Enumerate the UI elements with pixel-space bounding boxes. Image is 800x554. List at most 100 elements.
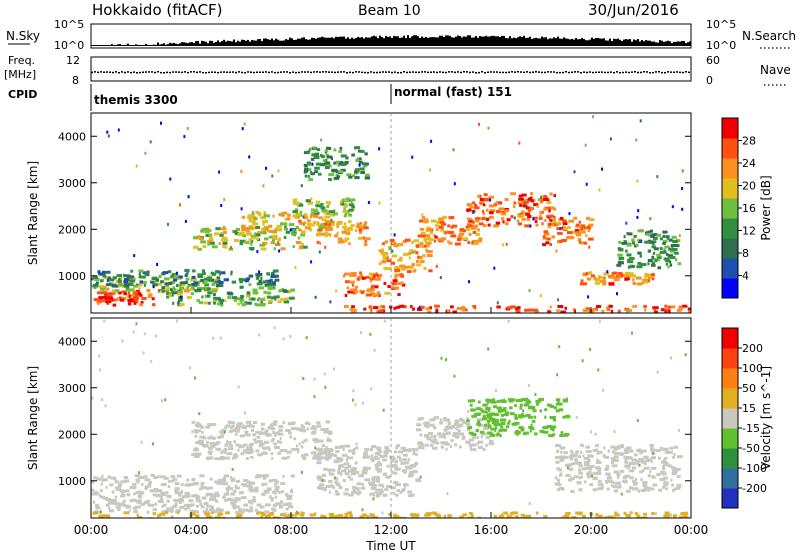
power-cell (315, 208, 318, 212)
power-cell (329, 210, 335, 214)
power-cell (340, 221, 343, 225)
power-cell (316, 204, 322, 208)
velocity-cell (263, 489, 269, 493)
velocity-cell (332, 485, 335, 489)
nsky-right-tick-bottom: 10^0 (706, 39, 736, 52)
power-cell (116, 297, 120, 301)
velocity-cell (385, 475, 391, 479)
velocity-cell (477, 442, 479, 446)
nsky-bar (121, 45, 123, 46)
power-cell (621, 241, 628, 245)
power-cell (495, 221, 501, 225)
velocity-cell (303, 453, 309, 457)
velocity-cell (390, 459, 394, 463)
velocity-cell (535, 511, 539, 515)
velocity-cell (487, 347, 490, 351)
power-cell (631, 238, 635, 242)
velocity-cell (671, 483, 675, 487)
power-cell (388, 245, 392, 249)
velocity-cell (166, 508, 171, 512)
freq-point (304, 71, 306, 73)
nsky-bar (105, 45, 107, 46)
power-cell (171, 273, 176, 277)
freq-point (628, 71, 630, 74)
power-cell (370, 310, 373, 313)
velocity-cell (546, 425, 552, 428)
power-cell (379, 305, 384, 309)
power-cell (292, 214, 299, 218)
velocity-cell (250, 501, 253, 505)
velocity-cell (535, 402, 540, 406)
freq-point (535, 71, 537, 73)
freq-point (676, 71, 678, 73)
power-cell (198, 280, 201, 284)
power-cell (131, 277, 137, 281)
velocity-cell (559, 434, 565, 438)
power-cell (677, 262, 682, 266)
power-cell (642, 278, 645, 282)
power-cell (322, 159, 327, 163)
power-cell (546, 201, 552, 205)
velocity-cell (543, 515, 548, 518)
nsky-bar (513, 37, 515, 46)
velocity-cell (329, 484, 334, 488)
power-cell (198, 301, 204, 305)
velocity-cell (472, 443, 477, 447)
power-cell (360, 291, 365, 294)
velocity-cell (409, 471, 414, 474)
velocity-cell (328, 490, 331, 494)
power-cell (272, 269, 277, 273)
velocity-cell (255, 475, 259, 479)
velocity-cell (336, 456, 341, 460)
velocity-cell (212, 436, 216, 440)
colorbar-tick-label: 12 (742, 225, 756, 238)
velocity-cell (518, 415, 524, 419)
power-cell (355, 146, 360, 150)
power-cell (313, 156, 320, 159)
velocity-cell (597, 467, 602, 471)
nsky-bar (573, 39, 575, 46)
freq-point (358, 71, 360, 73)
power-cell (341, 230, 347, 234)
velocity-cell (253, 421, 258, 425)
velocity-cell (500, 513, 504, 517)
power-cell (177, 283, 182, 287)
power-cell (478, 237, 483, 241)
velocity-cell (499, 434, 502, 438)
power-cell (671, 235, 677, 239)
power-cell (390, 261, 395, 265)
velocity-cell (605, 472, 611, 476)
velocity-cell (372, 475, 378, 479)
velocity-cell (308, 422, 311, 426)
velocity-cell (394, 515, 400, 518)
velocity-cell (356, 492, 360, 496)
velocity-cell (295, 427, 298, 431)
velocity-cell (97, 492, 100, 496)
power-cell (674, 251, 679, 255)
velocity-cell (175, 510, 178, 514)
velocity-cell (216, 494, 220, 498)
power-cell (303, 213, 308, 217)
power-cell (587, 229, 591, 233)
nsky-bar (663, 41, 665, 46)
velocity-cell (268, 479, 272, 483)
power-cell (477, 228, 480, 232)
power-cell (493, 266, 496, 270)
power-cell (129, 275, 135, 279)
velocity-cell (639, 470, 643, 474)
power-cell (659, 250, 666, 254)
velocity-cell (470, 514, 474, 518)
power-cell (191, 285, 194, 289)
power-cell (392, 241, 395, 245)
velocity-cell (301, 425, 306, 429)
power-cell (106, 130, 109, 134)
power-cell (241, 224, 246, 228)
power-cell (670, 244, 677, 247)
power-cell (277, 169, 280, 173)
velocity-cell (589, 347, 592, 351)
freq-unit: [MHz] (4, 68, 36, 81)
power-cell (304, 221, 306, 225)
velocity-cell (426, 425, 430, 429)
nsky-bar (423, 37, 425, 46)
